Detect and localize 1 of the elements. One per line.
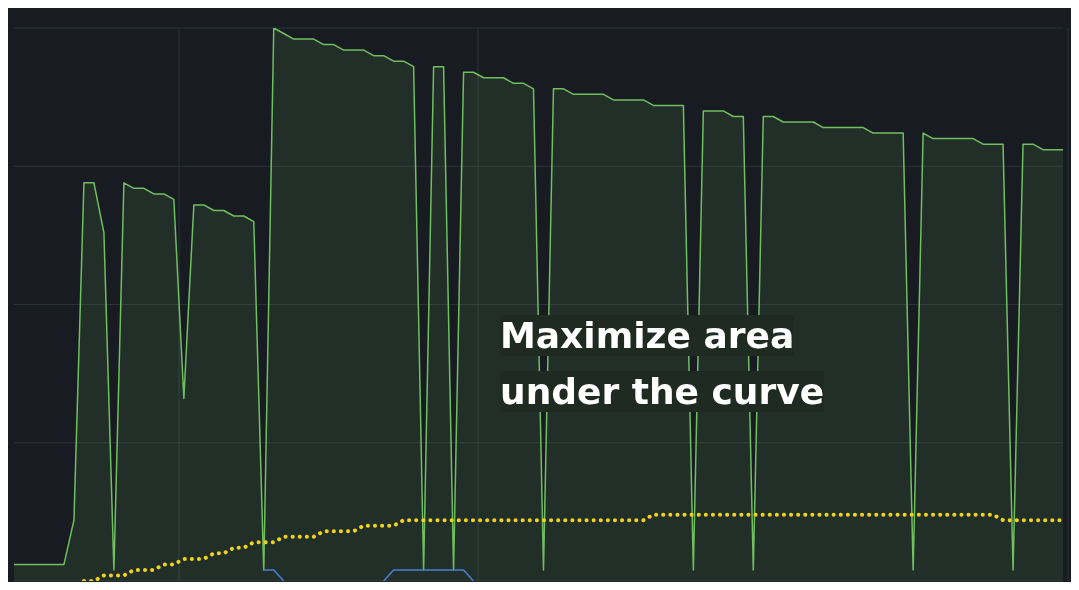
annotation: Maximize area under the curve bbox=[500, 315, 825, 412]
